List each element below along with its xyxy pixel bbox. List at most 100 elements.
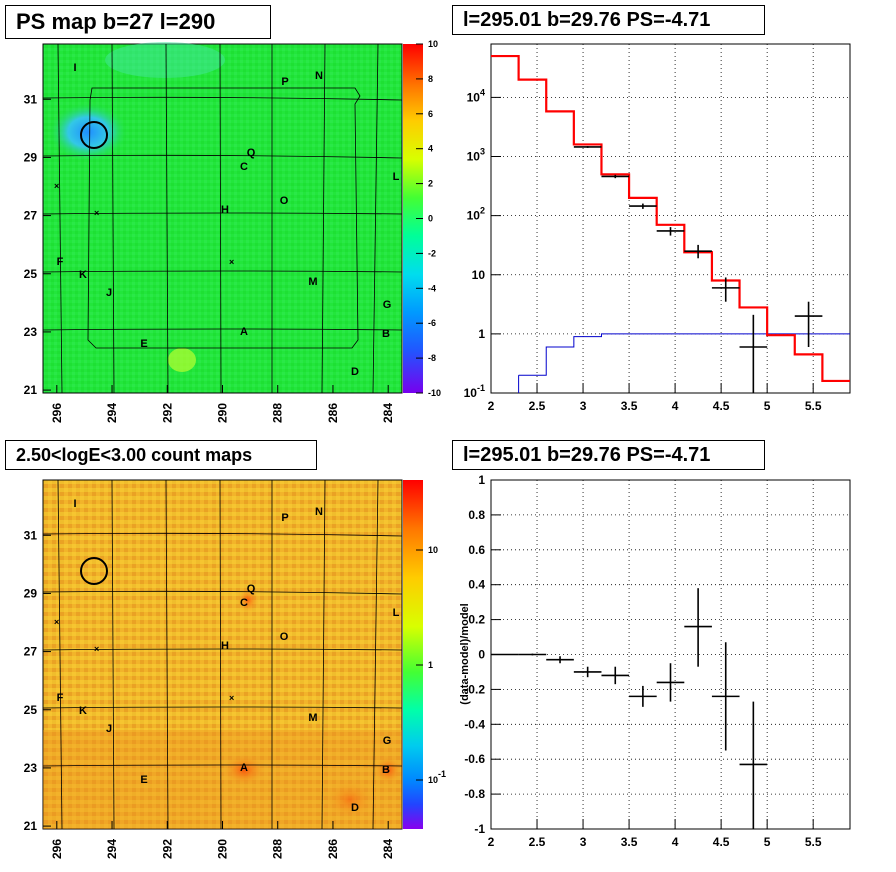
map-source-label: H <box>221 204 229 216</box>
residual-x-tick-label: 3 <box>580 835 587 849</box>
count-map-lower-band <box>43 730 402 829</box>
map-source-label: J <box>106 723 112 735</box>
count-map-hotspot <box>324 780 376 820</box>
ps-map-marker: × <box>229 257 234 267</box>
count-map-marker: × <box>94 644 99 654</box>
map-x-tick-label: 284 <box>381 839 395 859</box>
map-y-tick-label: 29 <box>24 150 38 164</box>
map-x-tick-label: 294 <box>105 403 119 423</box>
colorbar-tick-label: 10 <box>428 39 438 49</box>
count-map-hotspot <box>236 586 260 614</box>
residual-data-point <box>601 666 630 685</box>
map-source-label: M <box>308 276 317 288</box>
map-source-label: I <box>73 62 76 74</box>
residual-y-tick-label: 0 <box>478 648 485 662</box>
ps-map-marker: × <box>94 208 99 218</box>
map-x-tick-label: 294 <box>105 839 119 859</box>
residual-data-point <box>518 653 547 656</box>
residual-y-tick-label: 0.4 <box>468 578 485 592</box>
residual-data <box>491 588 768 829</box>
map-source-label: D <box>351 366 359 378</box>
residual-y-tick-label: 1 <box>478 473 485 487</box>
residual-data-point <box>546 656 574 664</box>
colorbar-tick-label: 10-1 <box>428 769 446 785</box>
count-map-hotspot <box>222 754 266 786</box>
residual-x-tick-label: 2.5 <box>529 835 546 849</box>
map-source-label: K <box>79 705 87 717</box>
map-source-label: L <box>393 607 400 619</box>
map-source-label: F <box>57 256 64 268</box>
colorbar-tick-label: -2 <box>428 248 436 258</box>
map-source-label: B <box>382 328 390 340</box>
spectrum-y-tick-label: 10 <box>472 268 486 282</box>
residual-x-tick-label: 2 <box>488 835 495 849</box>
ps-map-target-circle <box>80 121 108 149</box>
colorbar-tick-label: 10 <box>428 545 438 555</box>
map-source-label: E <box>140 338 147 350</box>
map-x-tick-label: 284 <box>381 403 395 423</box>
colorbar-tick-label: 4 <box>428 144 433 154</box>
spectrum-x-tick-label: 5 <box>764 399 771 413</box>
map-source-label: G <box>383 735 392 747</box>
count-map-hotspot <box>374 756 402 784</box>
ps-map-cyan-region <box>105 42 225 78</box>
spectrum-data <box>573 146 823 393</box>
ps-map-frame <box>42 43 403 394</box>
spectrum-x-tick-label: 5.5 <box>805 399 822 413</box>
colorbar-tick-label: -4 <box>428 283 436 293</box>
map-source-label: L <box>393 171 400 183</box>
residual-data-point <box>711 642 740 751</box>
background-step-line <box>518 333 850 376</box>
map-source-label: A <box>240 326 248 338</box>
count-map-target-circle <box>80 557 108 585</box>
map-source-label: C <box>240 597 248 609</box>
map-y-tick-label: 23 <box>24 761 38 775</box>
map-x-tick-label: 296 <box>50 839 64 859</box>
colorbar-tick-label: 1 <box>428 660 433 670</box>
residual-frame <box>490 479 851 830</box>
map-source-label: P <box>281 76 288 88</box>
spectrum-frame <box>490 43 851 394</box>
residual-title: l=295.01 b=29.76 PS=-4.71 <box>452 440 765 470</box>
map-x-tick-label: 288 <box>271 839 285 859</box>
ps-map-blue-region <box>48 102 128 162</box>
map-y-tick-label: 31 <box>24 92 38 106</box>
ps-map-grid <box>42 43 403 394</box>
map-y-tick-label: 27 <box>24 645 38 659</box>
spectrum-x-tick-label: 3.5 <box>621 399 638 413</box>
residual-x-tick-label: 3.5 <box>621 835 638 849</box>
map-source-label: I <box>73 498 76 510</box>
residual-y-tick-label: 0.6 <box>468 543 485 557</box>
colorbar-tick-label: 8 <box>428 74 433 84</box>
residual-y-tick-label: -0.4 <box>464 717 485 731</box>
map-source-label: N <box>315 70 323 82</box>
residual-x-tick-label: 5 <box>764 835 771 849</box>
colorbar-tick-label: 0 <box>428 214 433 224</box>
map-source-label: M <box>308 712 317 724</box>
spectrum-data-point <box>794 301 823 347</box>
residual-data-point <box>573 666 602 678</box>
spectrum-model <box>491 54 850 383</box>
residual-y-tick-label: 0.2 <box>468 613 485 627</box>
residual-x-tick-label: 4 <box>672 835 679 849</box>
colorbar-tick-label: -10 <box>428 388 441 398</box>
map-source-label: B <box>382 764 390 776</box>
map-x-tick-label: 292 <box>160 403 174 423</box>
map-source-label: D <box>351 802 359 814</box>
spectrum-data-point <box>684 244 712 259</box>
spectrum-y-tick-label: 10-1 <box>464 383 485 400</box>
map-y-tick-label: 29 <box>24 586 38 600</box>
spectrum-title: l=295.01 b=29.76 PS=-4.71 <box>452 5 765 35</box>
spectrum-data-point <box>711 277 740 302</box>
map-x-tick-label: 286 <box>326 403 340 423</box>
map-y-tick-label: 23 <box>24 325 38 339</box>
residual-panel: 2 2.5 3 3.5 4 4.5 5 5.5 1 0.8 0.6 0.4 0.2 0 -0.2 -0.4 -0… <box>459 473 851 849</box>
residual-data-point <box>629 685 657 707</box>
spectrum-x-tick-label: 2 <box>488 399 495 413</box>
spectrum-y-tick-label: 104 <box>467 87 485 104</box>
ps-map-colorbar <box>403 44 423 393</box>
